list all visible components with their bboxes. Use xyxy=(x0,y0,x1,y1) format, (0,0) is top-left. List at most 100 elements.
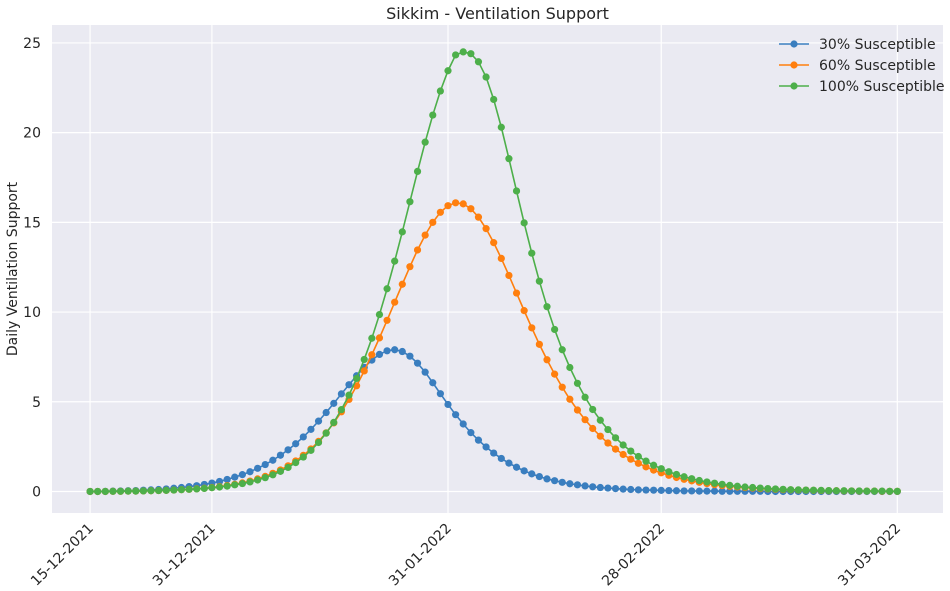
data-point xyxy=(406,198,414,206)
data-point xyxy=(680,473,688,481)
x-tick-label: 31-01-2022 xyxy=(386,521,455,590)
data-point xyxy=(573,406,582,414)
data-point xyxy=(299,433,307,441)
data-point xyxy=(490,449,498,457)
data-point xyxy=(543,475,551,483)
data-point xyxy=(132,487,140,495)
legend-label: 60% Susceptible xyxy=(819,58,936,74)
data-point xyxy=(429,379,437,387)
data-point xyxy=(558,383,566,391)
data-point xyxy=(505,271,513,280)
data-point xyxy=(467,205,475,213)
data-point xyxy=(566,395,574,403)
data-point xyxy=(703,487,711,495)
data-point xyxy=(330,399,338,407)
data-point xyxy=(337,390,345,398)
data-point xyxy=(284,446,292,454)
data-point xyxy=(215,477,224,486)
data-point xyxy=(726,487,734,495)
data-point xyxy=(94,487,102,496)
data-point xyxy=(375,310,384,319)
data-point xyxy=(520,307,528,315)
data-point xyxy=(794,486,802,494)
data-point xyxy=(695,487,703,495)
data-point xyxy=(756,484,764,492)
data-point xyxy=(886,487,894,495)
data-point xyxy=(322,429,330,437)
data-point xyxy=(292,458,300,467)
data-point xyxy=(254,464,262,472)
legend-marker xyxy=(790,82,798,90)
data-point xyxy=(611,434,620,442)
y-axis-label: Daily Ventilation Support xyxy=(5,181,21,356)
data-point xyxy=(223,482,231,490)
legend-item[interactable]: 30% Susceptible xyxy=(779,37,936,53)
data-point xyxy=(832,487,840,495)
data-point xyxy=(391,257,399,265)
data-point xyxy=(413,246,422,254)
data-point xyxy=(642,457,650,465)
data-point xyxy=(535,472,543,481)
data-point xyxy=(733,482,741,490)
data-point xyxy=(749,483,757,492)
legend[interactable]: 30% Susceptible 60% Susceptible 100% Susce… xyxy=(779,37,945,95)
data-point xyxy=(589,424,597,433)
legend-item[interactable]: 100% Susceptible xyxy=(779,79,945,95)
y-tick-label: 15 xyxy=(23,215,41,231)
data-point xyxy=(848,487,856,495)
data-point xyxy=(109,487,117,495)
y-tick-label: 0 xyxy=(32,484,41,500)
data-point xyxy=(436,208,444,216)
grid-lines xyxy=(52,25,943,513)
data-point xyxy=(771,485,780,493)
data-point xyxy=(528,324,536,332)
data-point xyxy=(642,486,650,494)
data-point xyxy=(726,481,734,489)
data-point xyxy=(589,483,597,491)
data-point xyxy=(299,453,307,461)
data-point xyxy=(840,487,848,495)
data-point xyxy=(155,486,163,495)
data-point xyxy=(474,58,483,66)
data-point xyxy=(398,347,406,356)
data-point xyxy=(360,355,368,364)
data-point xyxy=(185,485,193,493)
data-point xyxy=(802,486,810,494)
data-point xyxy=(710,487,719,495)
data-point xyxy=(444,202,452,210)
data-point xyxy=(619,485,627,493)
data-point xyxy=(124,487,132,495)
data-point xyxy=(391,298,399,306)
data-point xyxy=(444,67,452,75)
data-point xyxy=(375,334,384,342)
data-point xyxy=(520,467,528,475)
data-point xyxy=(208,484,216,492)
data-point xyxy=(573,379,582,387)
data-point xyxy=(665,468,673,476)
data-point xyxy=(672,470,681,479)
series-3 xyxy=(86,48,901,496)
data-point xyxy=(634,459,642,467)
data-point xyxy=(665,486,673,495)
data-point xyxy=(497,454,505,463)
x-tick-label: 15-12-2021 xyxy=(28,521,97,590)
data-point xyxy=(307,425,315,433)
data-point xyxy=(147,487,155,495)
data-point xyxy=(452,411,460,419)
data-point xyxy=(474,213,483,221)
series-layer xyxy=(86,48,901,496)
data-point xyxy=(429,111,437,119)
data-point xyxy=(467,50,475,58)
data-point xyxy=(193,485,201,493)
legend-item[interactable]: 60% Susceptible xyxy=(779,58,936,74)
data-point xyxy=(116,487,125,495)
data-point xyxy=(611,445,620,453)
data-point xyxy=(261,460,269,469)
data-point xyxy=(429,218,437,226)
data-point xyxy=(611,485,620,493)
data-point xyxy=(551,325,559,334)
data-point xyxy=(551,477,559,485)
data-point xyxy=(627,455,635,463)
data-point xyxy=(604,484,612,492)
data-point xyxy=(817,486,825,494)
